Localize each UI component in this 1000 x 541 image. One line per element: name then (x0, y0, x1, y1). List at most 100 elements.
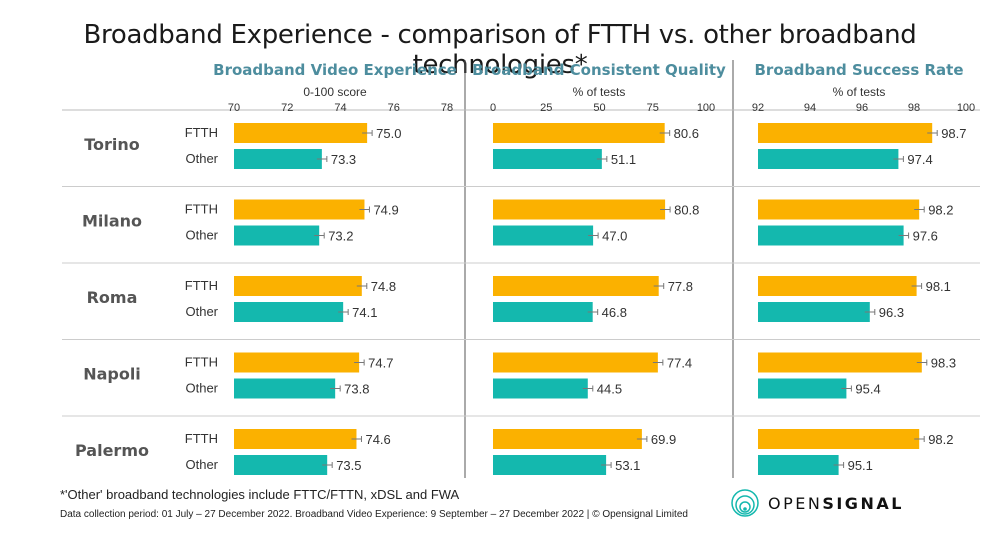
x-tick-label: 78 (441, 102, 453, 114)
data-label: 74.9 (373, 203, 398, 218)
bar-other (234, 225, 320, 246)
bar-other (234, 149, 322, 169)
data-label: 95.1 (848, 458, 873, 473)
bar-ftth (493, 352, 658, 373)
data-label: 97.4 (907, 152, 932, 167)
data-label: 74.1 (352, 305, 377, 320)
city-label: Milano (82, 212, 142, 231)
bar-other (493, 302, 593, 322)
series-label: FTTH (185, 278, 218, 293)
data-label: 75.0 (376, 126, 401, 141)
data-label: 77.8 (668, 279, 693, 294)
series-label: FTTH (185, 125, 218, 140)
panel-title: Broadband Consistent Quality (472, 61, 726, 79)
panel-unit: 0-100 score (303, 85, 367, 99)
data-label: 96.3 (879, 305, 904, 320)
panel-title: Broadband Video Experience (213, 61, 457, 79)
data-label: 98.1 (926, 279, 951, 294)
x-tick-label: 100 (957, 102, 975, 114)
x-tick-label: 96 (856, 102, 868, 114)
series-label: Other (185, 381, 218, 396)
bar-other (758, 455, 839, 475)
x-tick-label: 72 (281, 102, 293, 114)
x-tick-label: 25 (540, 102, 552, 114)
bar-other (758, 302, 870, 322)
series-label: Other (185, 457, 218, 472)
data-label: 74.7 (368, 356, 393, 371)
bar-other (493, 149, 602, 169)
bar-other (493, 378, 588, 399)
data-label: 53.1 (615, 458, 640, 473)
bar-ftth (234, 123, 368, 143)
bar-other (493, 455, 607, 475)
data-collection-note: Data collection period: 01 July – 27 Dec… (60, 509, 688, 520)
footnote: *'Other' broadband technologies include … (60, 487, 460, 502)
series-label: FTTH (185, 431, 218, 446)
data-label: 74.6 (365, 432, 390, 447)
city-label: Napoli (83, 365, 141, 384)
city-label: Torino (84, 135, 140, 154)
x-tick-label: 70 (228, 102, 240, 114)
bar-ftth (758, 429, 920, 449)
bar-other (234, 455, 328, 475)
data-label: 80.8 (674, 203, 699, 218)
bar-other (234, 302, 344, 322)
bar-other (758, 149, 899, 169)
bar-ftth (234, 352, 360, 373)
data-label: 98.2 (928, 203, 953, 218)
data-label: 98.2 (928, 432, 953, 447)
bar-ftth (234, 199, 365, 220)
data-label: 80.6 (674, 126, 699, 141)
data-label: 98.3 (931, 356, 956, 371)
bar-other (493, 225, 594, 246)
series-label: Other (185, 304, 218, 319)
data-label: 73.2 (328, 229, 353, 244)
data-label: 73.8 (344, 382, 369, 397)
series-label: Other (185, 151, 218, 166)
bar-ftth (493, 429, 642, 449)
data-label: 73.3 (331, 152, 356, 167)
x-tick-label: 98 (908, 102, 920, 114)
x-tick-label: 75 (647, 102, 659, 114)
data-label: 73.5 (336, 458, 361, 473)
city-label: Roma (87, 288, 138, 307)
data-label: 46.8 (602, 305, 627, 320)
x-tick-label: 74 (334, 102, 346, 114)
bar-ftth (758, 199, 920, 220)
bar-ftth (493, 276, 659, 296)
logo-wordmark-bold: SIGNAL (822, 493, 904, 513)
x-tick-label: 0 (490, 102, 496, 114)
data-label: 98.7 (941, 126, 966, 141)
x-tick-label: 50 (593, 102, 605, 114)
bar-other (758, 378, 847, 399)
data-label: 74.8 (371, 279, 396, 294)
bar-ftth (758, 276, 917, 296)
series-label: FTTH (185, 355, 218, 370)
data-label: 44.5 (597, 382, 622, 397)
bar-other (234, 378, 336, 399)
series-label: FTTH (185, 202, 218, 217)
data-label: 97.6 (913, 229, 938, 244)
bar-ftth (234, 276, 362, 296)
x-tick-label: 94 (804, 102, 816, 114)
bar-ftth (758, 352, 922, 373)
x-tick-label: 76 (388, 102, 400, 114)
logo-wordmark: OPENSIGNAL (768, 494, 904, 513)
opensignal-logo-icon (731, 489, 759, 517)
chart-title: Broadband Experience - comparison of FTT… (83, 20, 917, 80)
panel-title: Broadband Success Rate (754, 61, 963, 79)
bar-other (758, 225, 904, 246)
x-tick-label: 100 (697, 102, 715, 114)
bar-ftth (493, 199, 666, 220)
chart-area: Torino FTTH Other Milano FTTH Other Roma FTTH Ot… (62, 60, 980, 478)
data-label: 95.4 (855, 382, 880, 397)
data-label: 69.9 (651, 432, 676, 447)
bar-ftth (493, 123, 665, 143)
x-tick-label: 92 (752, 102, 764, 114)
bar-ftth (234, 429, 357, 449)
panel-unit: % of tests (573, 85, 626, 99)
data-label: 77.4 (667, 356, 692, 371)
city-label: Palermo (75, 441, 149, 460)
series-label: Other (185, 228, 218, 243)
logo-wordmark-light: OPEN (768, 493, 823, 513)
